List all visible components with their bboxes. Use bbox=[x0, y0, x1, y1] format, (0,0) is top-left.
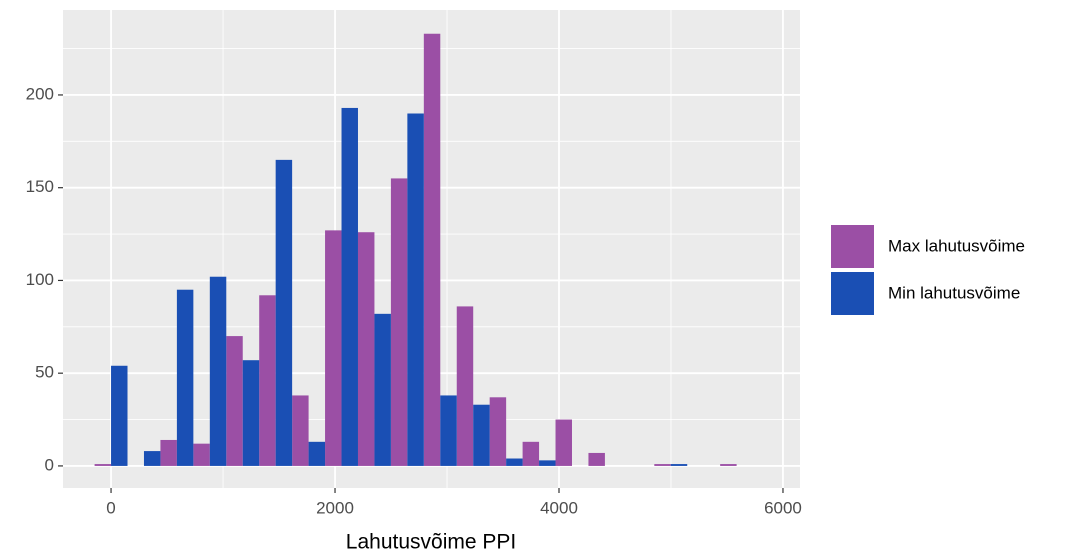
y-tick-label: 200 bbox=[26, 84, 54, 103]
bar bbox=[209, 276, 227, 466]
bar bbox=[242, 360, 260, 466]
y-tick-label: 150 bbox=[26, 177, 54, 196]
bar bbox=[292, 395, 309, 466]
bar bbox=[176, 289, 194, 466]
bar bbox=[357, 232, 375, 466]
bar bbox=[654, 464, 671, 466]
bar bbox=[193, 443, 210, 466]
bar bbox=[275, 159, 293, 466]
legend-label: Max lahutusvõime bbox=[888, 236, 1025, 255]
y-tick-label: 0 bbox=[45, 455, 54, 474]
bar bbox=[94, 464, 112, 466]
bar bbox=[160, 439, 177, 466]
x-axis-title: Lahutusvõime PPI bbox=[346, 531, 516, 554]
bar bbox=[341, 107, 358, 466]
bar bbox=[489, 397, 507, 466]
x-tick-label: 0 bbox=[106, 498, 115, 517]
bar bbox=[555, 419, 572, 466]
bar bbox=[506, 458, 523, 466]
bar bbox=[259, 295, 276, 466]
bar bbox=[308, 441, 326, 466]
bar bbox=[325, 230, 342, 466]
bar bbox=[539, 460, 556, 466]
bar bbox=[720, 464, 737, 466]
bar bbox=[522, 441, 540, 466]
legend-label: Min lahutusvõime bbox=[888, 283, 1020, 302]
bar bbox=[423, 33, 441, 466]
bar bbox=[440, 395, 457, 466]
bar bbox=[111, 365, 128, 466]
legend-key bbox=[831, 272, 874, 315]
bar bbox=[390, 178, 408, 466]
bar bbox=[670, 464, 688, 466]
x-tick-label: 4000 bbox=[540, 498, 578, 517]
legend-key bbox=[831, 225, 874, 268]
x-tick-label: 6000 bbox=[764, 498, 802, 517]
bar bbox=[407, 113, 424, 466]
bar bbox=[374, 313, 391, 466]
bar bbox=[226, 336, 243, 466]
bar bbox=[456, 306, 474, 466]
y-tick-label: 100 bbox=[26, 270, 54, 289]
bar bbox=[143, 451, 161, 466]
x-tick-label: 2000 bbox=[316, 498, 354, 517]
y-tick-label: 50 bbox=[35, 363, 54, 382]
bar bbox=[473, 404, 490, 466]
bar bbox=[588, 452, 605, 466]
